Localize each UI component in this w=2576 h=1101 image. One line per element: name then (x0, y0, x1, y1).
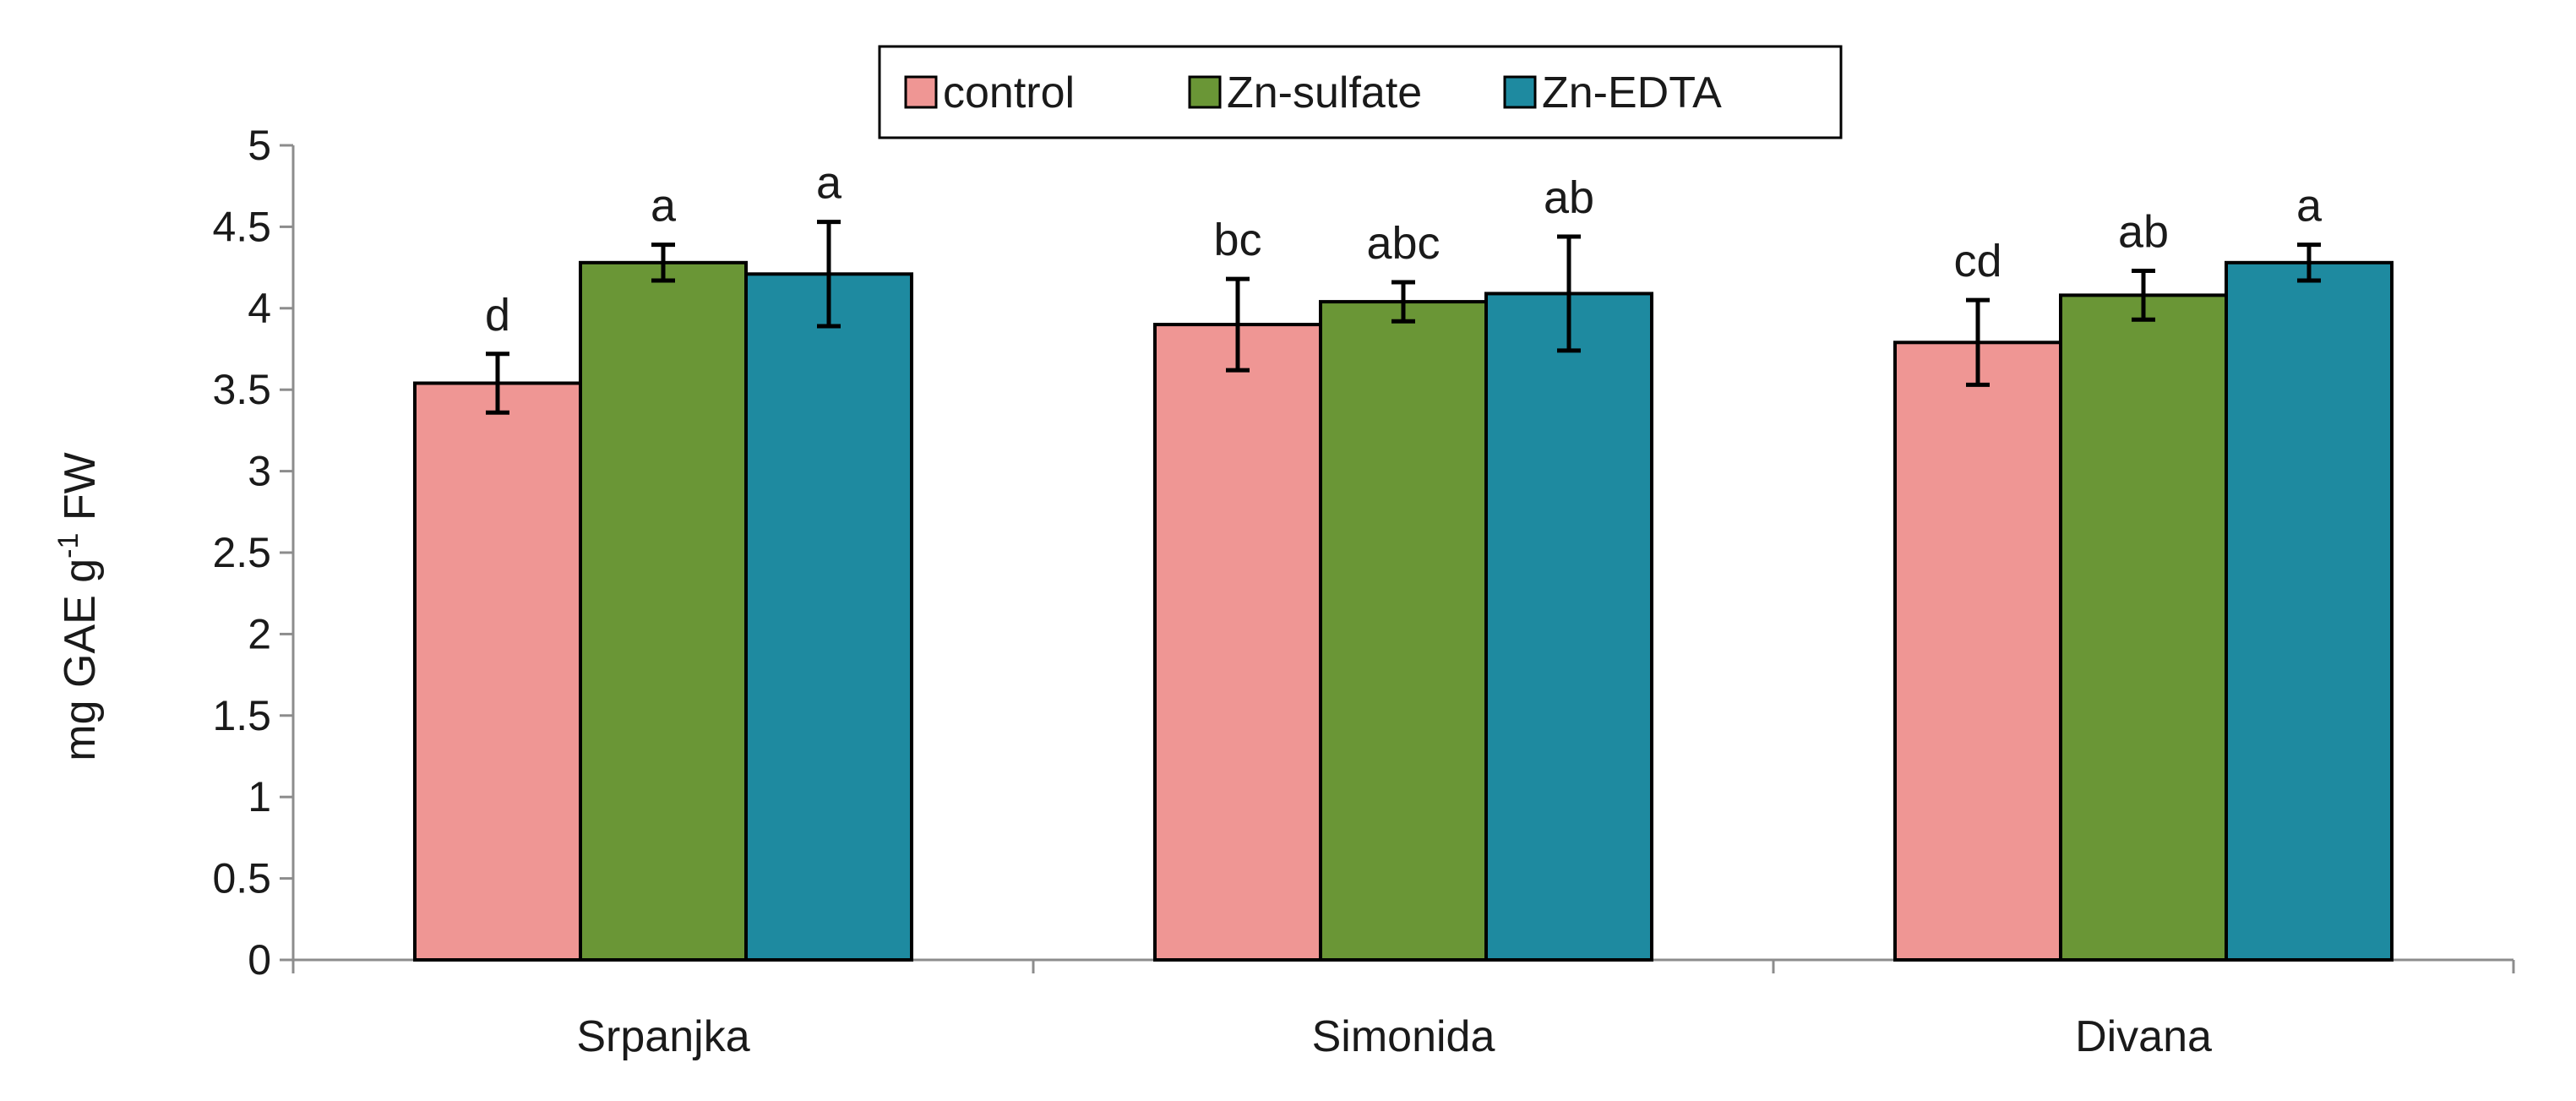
legend-swatch-control (904, 75, 938, 109)
bar-control-srpanjka (413, 381, 582, 962)
significance-label: cd (1953, 236, 2001, 286)
significance-label: a (816, 158, 842, 209)
bar-zn-sulfate-divana (2059, 293, 2228, 962)
y-axis-title-sup: -1 (52, 533, 84, 559)
significance-label: a (651, 181, 677, 232)
y-tick-label: 0.5 (212, 855, 271, 902)
significance-label: ab (2118, 206, 2169, 257)
bar-control-simonida (1153, 323, 1322, 962)
y-tick-label: 0 (248, 936, 271, 984)
bar-zn-sulfate-simonida (1319, 300, 1488, 962)
significance-label: abc (1366, 218, 1440, 269)
y-tick-label: 4.5 (212, 203, 271, 250)
legend: control Zn-sulfate Zn-EDTA (878, 45, 1843, 139)
legend-label: control (943, 68, 1075, 117)
y-tick-label: 4 (248, 285, 271, 332)
y-axis-title: mg GAE g-1 FW (52, 452, 105, 760)
y-axis: 0 0.5 1 1.5 2 2.5 3 3.5 4 4.5 5 (212, 122, 295, 984)
bar-zn-edta-simonida (1484, 292, 1653, 962)
bar-zn-sulfate-srpanjka (579, 260, 748, 962)
x-axis: Srpanjka Simonida Divana (291, 958, 2515, 1061)
y-tick-label: 2.5 (212, 529, 271, 576)
legend-box (878, 45, 1843, 139)
legend-label: Zn-sulfate (1227, 68, 1422, 117)
bar-control-divana (1893, 341, 2062, 962)
category-label: Divana (2075, 1012, 2212, 1061)
y-tick-label: 2 (248, 610, 271, 657)
y-tick-label: 3.5 (212, 366, 271, 413)
significance-label: ab (1544, 172, 1594, 223)
category-label: Simonida (1312, 1012, 1495, 1061)
legend-swatch-zn-sulfate (1188, 75, 1222, 109)
category-label: Srpanjka (576, 1012, 749, 1061)
significance-label: bc (1213, 215, 1261, 265)
legend-swatch-zn-edta (1503, 75, 1537, 109)
y-tick-label: 3 (248, 448, 271, 495)
y-axis-title-main: mg GAE g (56, 559, 105, 761)
bar-zn-edta-srpanjka (744, 272, 913, 962)
y-tick-label: 5 (248, 122, 271, 169)
y-tick-label: 1 (248, 773, 271, 820)
significance-label: a (2296, 181, 2323, 232)
y-tick-label: 1.5 (212, 692, 271, 739)
significance-label: d (485, 290, 510, 341)
legend-label: Zn-EDTA (1542, 68, 1722, 117)
bar-zn-edta-divana (2225, 260, 2394, 962)
y-axis-title-suffix: FW (56, 452, 105, 532)
